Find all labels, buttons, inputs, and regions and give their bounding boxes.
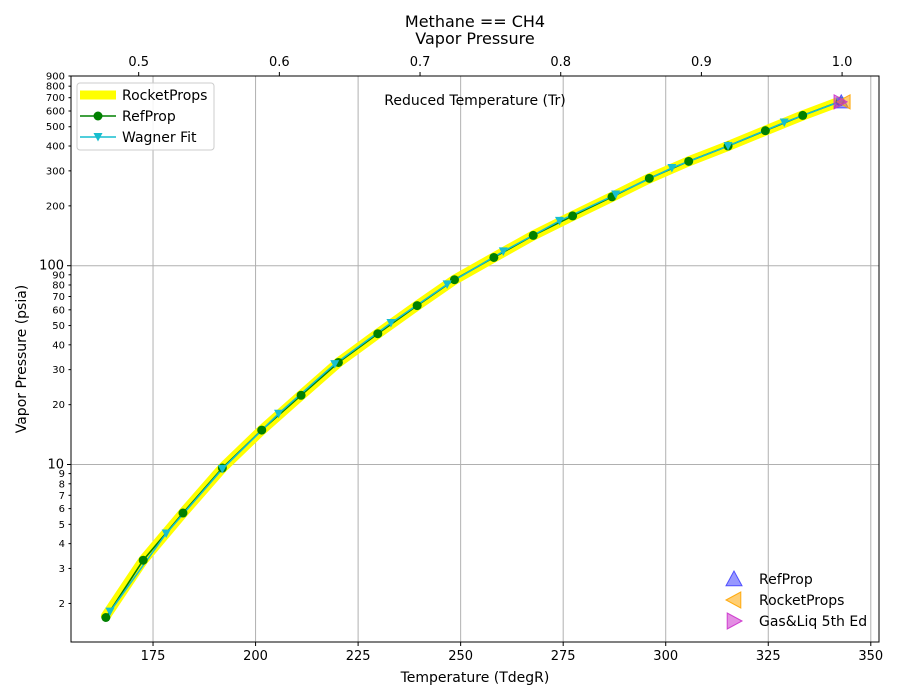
y-tick-label: 100 (39, 259, 64, 274)
chart-subtitle: Vapor Pressure (415, 29, 534, 48)
series-layer (100, 96, 846, 622)
y-minor-tick-label: 20 (52, 400, 65, 411)
x-tick-label: 325 (756, 649, 781, 664)
x-axis-ticks: 175 200 225 250 275 300 325 350 (141, 642, 883, 664)
x-tick-label: 250 (448, 649, 473, 664)
y-minor-tick-label: 8 (59, 479, 65, 490)
refprop-point (449, 275, 459, 285)
legend-label: Gas&Liq 5th Ed (759, 614, 867, 630)
legend-marker-critical (724, 591, 742, 609)
y-minor-tick-label: 50 (52, 321, 65, 332)
refprop-point (798, 110, 808, 120)
y-minor-tick-label: 4 (59, 539, 65, 550)
top-tick-label: 1.0 (832, 55, 853, 70)
y-minor-tick-label: 90 (52, 270, 65, 281)
legend-label: RefProp (122, 109, 176, 125)
refprop-point (373, 329, 383, 339)
refprop-point (101, 612, 111, 622)
y-minor-tick-label: 900 (46, 72, 65, 83)
y-minor-tick-label: 60 (52, 305, 65, 316)
wagner-fit-point (667, 164, 677, 173)
y-axis-label: Vapor Pressure (psia) (14, 285, 30, 434)
refprop-point (178, 508, 188, 518)
top-axis-ticks: 0.5 0.6 0.7 0.8 0.9 1.0 (128, 55, 852, 76)
wagner-fit-point (779, 118, 789, 128)
wagner-fit-point (554, 216, 564, 226)
refprop-point (257, 425, 267, 435)
top-tick-label: 0.7 (410, 55, 431, 70)
y-minor-tick-label: 600 (46, 107, 65, 118)
x-tick-label: 175 (141, 649, 166, 664)
refprop-point (412, 301, 422, 311)
x-tick-label: 200 (243, 649, 268, 664)
wagner-fit-point (105, 607, 115, 617)
refprop-point (760, 126, 770, 136)
legend-label: Wagner Fit (122, 130, 197, 146)
legend-marker-critical (725, 569, 743, 587)
top-axis-label: Reduced Temperature (Tr) (384, 93, 565, 109)
chart-title: Methane == CH4 (405, 12, 545, 31)
critical-points (833, 93, 851, 110)
legend-label: RocketProps (122, 88, 207, 104)
critical-point-marker (833, 94, 849, 110)
refprop-point (684, 156, 694, 166)
refprop-point (489, 252, 499, 262)
legend-label: RefProp (759, 572, 813, 588)
y-minor-tick-label: 200 (46, 201, 65, 212)
legend-lines-box (76, 82, 215, 151)
wagner-fit-point (330, 360, 340, 369)
refprop-point (296, 390, 306, 400)
y-minor-tick-label: 5 (59, 520, 65, 531)
wagner-fit-point (217, 464, 227, 474)
plot-frame (70, 75, 880, 643)
refprop-point (568, 211, 578, 221)
y-minor-tick-label: 9 (59, 469, 65, 480)
y-minor-tick-label: 300 (46, 166, 65, 177)
x-tick-label: 350 (858, 649, 883, 664)
y-minor-tick-label: 7 (59, 491, 65, 502)
top-tick-label: 0.6 (269, 55, 290, 70)
y-minor-tick-label: 30 (52, 365, 65, 376)
legend-marker-wagner-fit (93, 133, 103, 142)
legend-label: RocketProps (759, 593, 844, 609)
y-minor-tick-label: 700 (46, 93, 65, 104)
y-minor-tick-label: 400 (46, 142, 65, 153)
wagner-fit-point (611, 190, 621, 200)
series-line-wagner-fit (109, 100, 841, 613)
legend-points: RefProp RocketProps Gas&Liq 5th Ed (724, 569, 867, 630)
wagner-fit-point (723, 142, 733, 151)
top-tick-label: 0.8 (550, 55, 571, 70)
x-tick-label: 225 (346, 649, 371, 664)
top-tick-label: 0.9 (691, 55, 712, 70)
y-minor-tick-label: 2 (59, 599, 65, 610)
y-minor-tick-label: 500 (46, 122, 65, 133)
y-minor-tick-label: 40 (52, 340, 65, 351)
wagner-fit-point (442, 280, 452, 289)
legend-lines: RocketProps RefProp Wagner Fit (76, 82, 215, 151)
y-minor-tick-label: 6 (59, 504, 65, 515)
x-tick-label: 275 (551, 649, 576, 664)
y-minor-tick-label: 800 (46, 82, 65, 93)
y-tick-label: 10 (47, 458, 64, 473)
y-minor-tick-label: 3 (59, 564, 65, 575)
wagner-fit-point (498, 247, 508, 256)
y-minor-tick-label: 80 (52, 280, 65, 291)
wagner-fit-point (386, 319, 396, 328)
refprop-point (528, 230, 538, 240)
legend-marker-refprop (93, 111, 103, 121)
wagner-fit-point (274, 409, 284, 419)
refprop-point (644, 173, 654, 183)
x-axis-label: Temperature (TdegR) (400, 670, 550, 686)
top-tick-label: 0.5 (128, 55, 149, 70)
wagner-fit-point (161, 529, 171, 538)
refprop-point (138, 555, 148, 565)
legend-marker-critical (726, 612, 744, 630)
y-minor-tick-label: 70 (52, 292, 65, 303)
x-tick-label: 300 (653, 649, 678, 664)
